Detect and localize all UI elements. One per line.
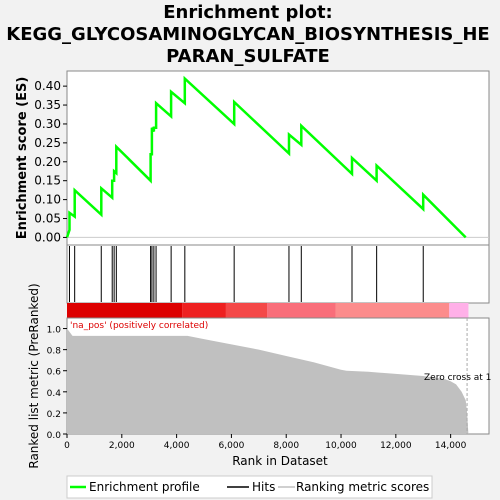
rank-x-tick-label: 4,000 <box>164 441 190 451</box>
ranking-metric-area <box>67 328 469 434</box>
es-y-tick-label: 0.30 <box>34 117 61 131</box>
enrichment-profile-line <box>65 75 467 239</box>
heatmap-segment <box>449 303 469 318</box>
rank-x-tick-label: 12,000 <box>380 441 412 451</box>
rank-x-tick-label: 6,000 <box>219 441 245 451</box>
es-y-tick-label: 0.10 <box>34 193 61 207</box>
rank-x-tick-label: 0 <box>64 441 70 451</box>
es-y-tick-label: 0.00 <box>34 230 61 244</box>
metric-y-tick-label: 1.0 <box>47 326 62 336</box>
legend-metric-label: Ranking metric scores <box>296 480 429 494</box>
rank-x-ticks: 0 2,000 4,000 6,000 8,000 10,000 12,000 14,000 <box>64 434 467 451</box>
rank-x-tick-label: 2,000 <box>109 441 135 451</box>
es-y-tick-label: 0.35 <box>34 98 61 112</box>
hit-markers <box>68 246 424 302</box>
metric-y-tick-label: 0.6 <box>47 368 62 378</box>
chart-title-line-2: KEGG_GLYCOSAMINOGLYCAN_BIOSYNTHESIS_HE <box>6 24 489 45</box>
hits-panel <box>66 244 490 304</box>
heatmap-segment <box>182 303 226 318</box>
es-y-ticks: 0.00 0.05 0.10 0.15 0.20 0.25 0.30 0.35 0.40 <box>34 79 67 244</box>
metric-y-tick-label: 0.0 <box>47 431 62 441</box>
metric-y-tick-label: 0.2 <box>47 410 61 420</box>
rank-x-axis-label: Rank in Dataset <box>232 454 328 468</box>
es-y-tick-label: 0.20 <box>34 155 61 169</box>
legend-hits-label: Hits <box>252 480 275 494</box>
heatmap-segment <box>267 303 336 318</box>
rank-x-tick-label: 14,000 <box>435 441 467 451</box>
es-y-tick-label: 0.40 <box>34 79 61 93</box>
zero-cross-label: Zero cross at 1 <box>424 373 491 383</box>
es-y-tick-label: 0.05 <box>34 212 61 226</box>
es-panel <box>66 70 490 246</box>
es-y-tick-label: 0.25 <box>34 136 61 150</box>
legend-enrichment-label: Enrichment profile <box>89 480 200 494</box>
heatmap-segment <box>335 303 450 318</box>
metric-y-axis-label: Ranked list metric (PreRanked) <box>27 283 41 468</box>
es-y-axis-label: Enrichment score (ES) <box>15 77 30 240</box>
heatmap-segment <box>67 303 183 318</box>
positive-correlation-label: 'na_pos' (positively correlated) <box>70 321 208 331</box>
chart-title-line-1: Enrichment plot: <box>163 2 333 23</box>
metric-y-ticks: 0.0 0.2 0.4 0.6 0.8 1.0 <box>47 326 67 441</box>
metric-y-tick-label: 0.8 <box>47 347 62 357</box>
ranking-heatmap-bar <box>67 303 469 318</box>
rank-x-tick-label: 10,000 <box>325 441 357 451</box>
metric-y-tick-label: 0.4 <box>47 389 62 399</box>
es-y-tick-label: 0.15 <box>34 174 61 188</box>
legend-box <box>66 475 433 499</box>
chart-title-line-3: PARAN_SULFATE <box>166 46 330 67</box>
heatmap-segment <box>225 303 268 318</box>
rank-x-tick-label: 8,000 <box>273 441 299 451</box>
